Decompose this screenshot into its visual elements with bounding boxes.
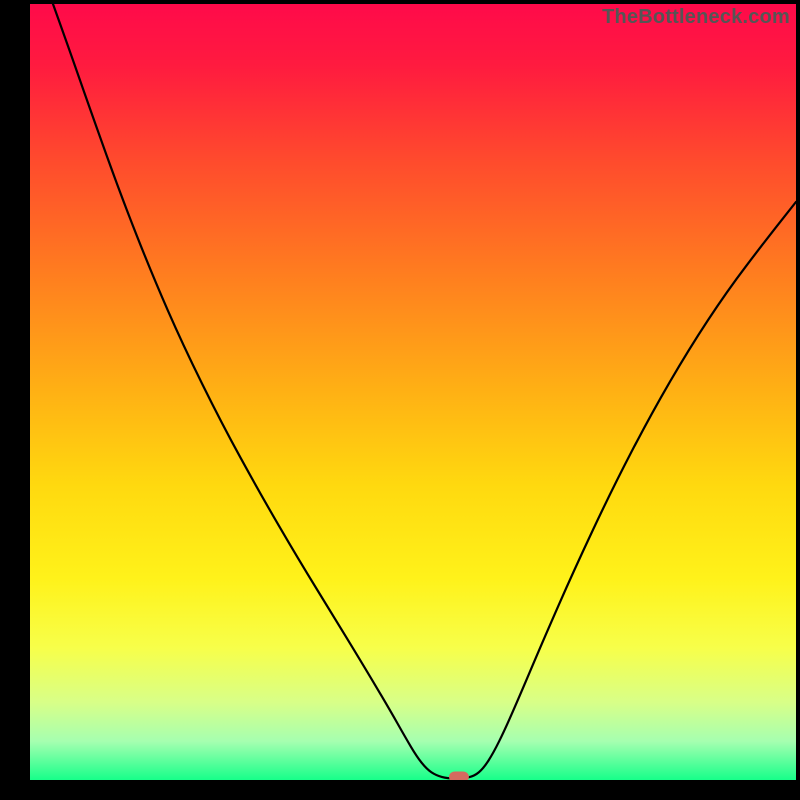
axis-bottom-frame <box>0 780 800 800</box>
chart-svg <box>0 0 800 800</box>
chart-plot-background <box>30 4 796 780</box>
axis-left-frame <box>0 0 30 800</box>
watermark-text: TheBottleneck.com <box>602 6 790 29</box>
bottleneck-chart: TheBottleneck.com <box>0 0 800 800</box>
